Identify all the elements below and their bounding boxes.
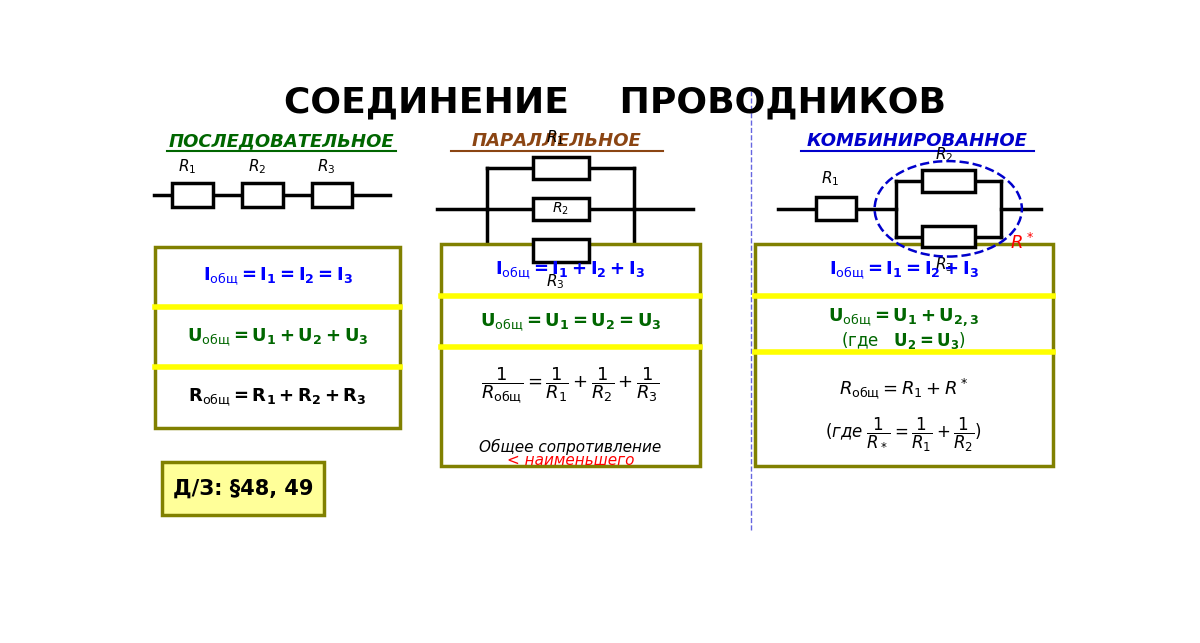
Text: $R^*$: $R^*$ [1010, 233, 1034, 253]
Text: $R_{\rm{общ}} = R_1 + R^*$: $R_{\rm{общ}} = R_1 + R^*$ [839, 376, 968, 401]
Text: $(где\;\dfrac{1}{R_*} = \dfrac{1}{R_1} + \dfrac{1}{R_2})$: $(где\;\dfrac{1}{R_*} = \dfrac{1}{R_1} +… [826, 416, 982, 454]
Bar [162, 462, 324, 514]
Bar [755, 244, 1052, 466]
Bar [922, 170, 974, 192]
Text: $\mathbf{I_{\rm{общ}}= I_1 = I_2 +I_3}$: $\mathbf{I_{\rm{общ}}= I_1 = I_2 +I_3}$ [829, 260, 979, 281]
Text: $\mathbf{U_{\rm{общ}}=U_1+U_2+U_3}$: $\mathbf{U_{\rm{общ}}=U_1+U_2+U_3}$ [187, 327, 368, 348]
Text: ПАРАЛЛЕЛЬНОЕ: ПАРАЛЛЕЛЬНОЕ [472, 132, 642, 150]
Text: $\mathbf{I_{\rm{общ}}= I_1 + I_2 + I_3}$: $\mathbf{I_{\rm{общ}}= I_1 + I_2 + I_3}$ [496, 260, 646, 281]
Text: < наименьшего: < наименьшего [506, 453, 634, 468]
Bar [173, 183, 212, 206]
Bar [242, 183, 282, 206]
Text: $R_2$: $R_2$ [552, 201, 569, 217]
Bar [533, 239, 589, 262]
Text: $\dfrac{1}{R_{\rm{общ}}} = \dfrac{1}{R_1} + \dfrac{1}{R_2} + \dfrac{1}{R_3}$: $\dfrac{1}{R_{\rm{общ}}} = \dfrac{1}{R_1… [481, 366, 660, 406]
Bar [440, 244, 701, 466]
Text: ПОСЛЕДОВАТЕЛЬНОЕ: ПОСЛЕДОВАТЕЛЬНОЕ [169, 132, 395, 150]
Text: КОМБИНИРОВАННОЕ: КОМБИНИРОВАННОЕ [806, 132, 1027, 150]
Text: $\mathbf{I_{\rm{общ}}= I_1 = I_2 = I_3}$: $\mathbf{I_{\rm{общ}}= I_1 = I_2 = I_3}$ [203, 266, 353, 287]
Bar [533, 197, 589, 220]
Text: Д/З: §48, 49: Д/З: §48, 49 [173, 478, 313, 498]
Text: $R_1$: $R_1$ [821, 169, 840, 188]
Text: $R_2$: $R_2$ [248, 157, 266, 176]
Text: Общее сопротивление: Общее сопротивление [479, 439, 661, 455]
Text: $\mathbf{U_{\rm{общ}}=U_1+U_{2,3}}$: $\mathbf{U_{\rm{общ}}=U_1+U_{2,3}}$ [828, 307, 979, 329]
Bar [816, 197, 856, 221]
Bar [312, 183, 353, 206]
Text: СОЕДИНЕНИЕ    ПРОВОДНИКОВ: СОЕДИНЕНИЕ ПРОВОДНИКОВ [284, 86, 946, 120]
Text: $\mathbf{U_{\rm{общ}}= U_1= U_2 = U_3}$: $\mathbf{U_{\rm{общ}}= U_1= U_2 = U_3}$ [480, 312, 661, 333]
Bar [922, 226, 974, 248]
Bar [156, 246, 400, 428]
Text: (где   $\mathbf{U_2 = U_3}$): (где $\mathbf{U_2 = U_3}$) [841, 331, 966, 351]
Bar [533, 157, 589, 179]
Text: $R_3$: $R_3$ [546, 272, 564, 291]
Text: $R_2$: $R_2$ [935, 145, 954, 164]
Text: $\mathbf{R_{\rm{общ}}=R_1+R_2+R_3}$: $\mathbf{R_{\rm{общ}}=R_1+R_2+R_3}$ [188, 386, 367, 408]
Text: $R_3$: $R_3$ [318, 157, 336, 176]
Text: $R_3$: $R_3$ [935, 256, 954, 275]
Text: $R_1$: $R_1$ [546, 129, 564, 147]
Text: $R_1$: $R_1$ [178, 157, 197, 176]
